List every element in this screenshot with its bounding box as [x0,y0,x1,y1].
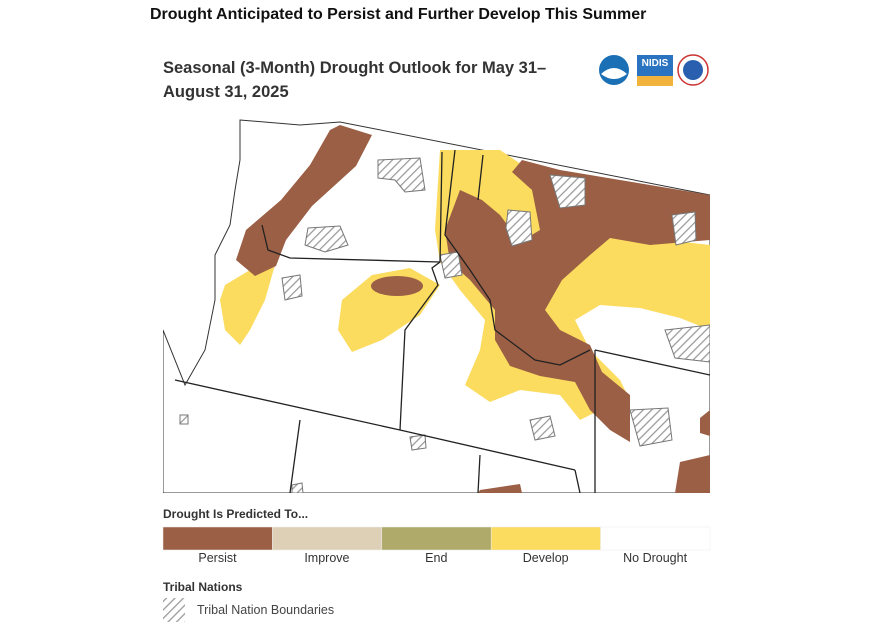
tribal-areas [179,157,710,493]
legend-label: End [425,551,448,565]
persist-area [371,276,423,296]
tribal-label: Tribal Nation Boundaries [197,603,335,617]
persist-area [478,484,522,493]
persist-area [700,410,710,436]
legend-swatch [272,526,383,551]
tribal-swatch [163,598,185,622]
tribal-title: Tribal Nations [163,580,243,594]
persist-area [236,125,372,276]
legend [162,526,711,551]
legend-label: Develop [522,551,569,565]
legend-label: Improve [304,551,350,565]
page-title: Drought Anticipated to Persist and Furth… [150,6,647,23]
legend-swatch [600,526,711,551]
state-borders [174,149,710,493]
legend-label: Persist [198,551,237,565]
nidis-logo-text: NIDIS [641,58,669,69]
noaa-logo-wave [601,68,627,79]
map-title: Seasonal (3-Month) Drought Outlook for M… [163,59,547,101]
map [163,119,710,493]
legend-title: Drought Is Predicted To... [163,507,309,521]
legend-swatch [490,526,601,551]
legend-label: No Drought [623,551,688,565]
legend-swatch [162,526,273,551]
persist-area [675,455,710,493]
develop-area [220,265,275,345]
legend-swatch [381,526,492,551]
nws-logo-inner [683,60,703,80]
nidis-logo-band [637,76,673,86]
